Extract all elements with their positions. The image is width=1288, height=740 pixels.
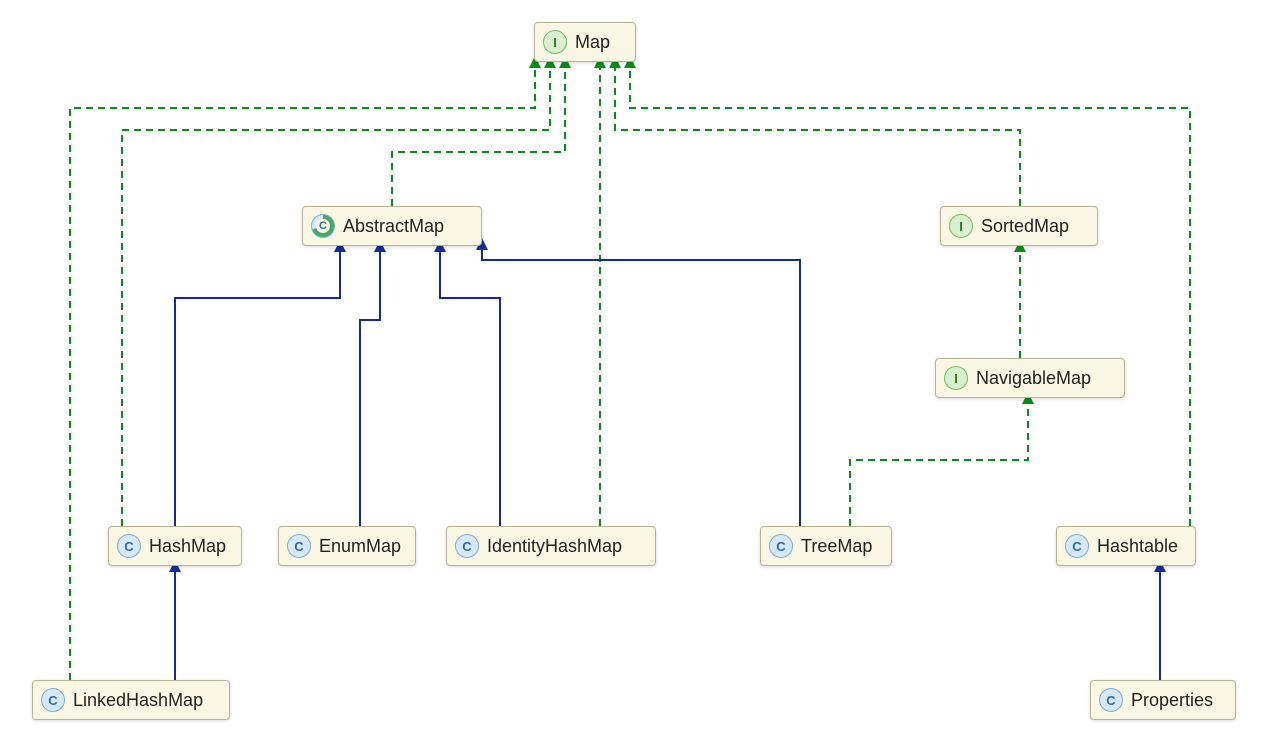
node-EnumMap: C EnumMap xyxy=(278,526,416,566)
edge-LinkedHashMap-to-Map xyxy=(70,62,535,680)
node-NavigableMap: I NavigableMap xyxy=(935,358,1125,398)
node-label: TreeMap xyxy=(801,536,872,557)
node-label: Hashtable xyxy=(1097,536,1178,557)
edge-IdentityHashMap-to-AbstractMap xyxy=(440,246,500,526)
node-Map: I Map xyxy=(534,22,636,62)
node-label: NavigableMap xyxy=(976,368,1091,389)
edge-HashMap-to-AbstractMap xyxy=(175,246,340,526)
node-Properties: C Properties xyxy=(1090,680,1236,720)
node-label: LinkedHashMap xyxy=(73,690,203,711)
node-label: EnumMap xyxy=(319,536,401,557)
class-icon: C xyxy=(769,534,793,558)
class-icon: C xyxy=(41,688,65,712)
node-label: Map xyxy=(575,32,610,53)
node-LinkedHashMap: C LinkedHashMap xyxy=(32,680,230,720)
abstract-icon: C xyxy=(311,214,335,238)
edge-AbstractMap-to-Map xyxy=(392,62,565,206)
class-icon: C xyxy=(117,534,141,558)
edge-TreeMap-to-AbstractMap xyxy=(482,244,800,526)
class-icon: C xyxy=(1065,534,1089,558)
node-label: SortedMap xyxy=(981,216,1069,237)
edge-EnumMap-to-AbstractMap xyxy=(360,246,380,526)
interface-icon: I xyxy=(543,30,567,54)
node-HashMap: C HashMap xyxy=(108,526,242,566)
node-IdentityHashMap: C IdentityHashMap xyxy=(446,526,656,566)
node-SortedMap: I SortedMap xyxy=(940,206,1098,246)
node-AbstractMap: C AbstractMap xyxy=(302,206,482,246)
class-icon: C xyxy=(1099,688,1123,712)
edge-HashMap-to-Map xyxy=(122,62,550,526)
node-Hashtable: C Hashtable xyxy=(1056,526,1196,566)
edge-SortedMap-to-Map xyxy=(615,62,1020,206)
node-label: IdentityHashMap xyxy=(487,536,622,557)
node-label: HashMap xyxy=(149,536,226,557)
node-label: Properties xyxy=(1131,690,1213,711)
class-icon: C xyxy=(287,534,311,558)
class-icon: C xyxy=(455,534,479,558)
edge-TreeMap-to-NavigableMap xyxy=(850,398,1028,526)
edge-Hashtable-to-Map xyxy=(630,62,1190,526)
node-TreeMap: C TreeMap xyxy=(760,526,892,566)
interface-icon: I xyxy=(949,214,973,238)
node-label: AbstractMap xyxy=(343,216,444,237)
interface-icon: I xyxy=(944,366,968,390)
